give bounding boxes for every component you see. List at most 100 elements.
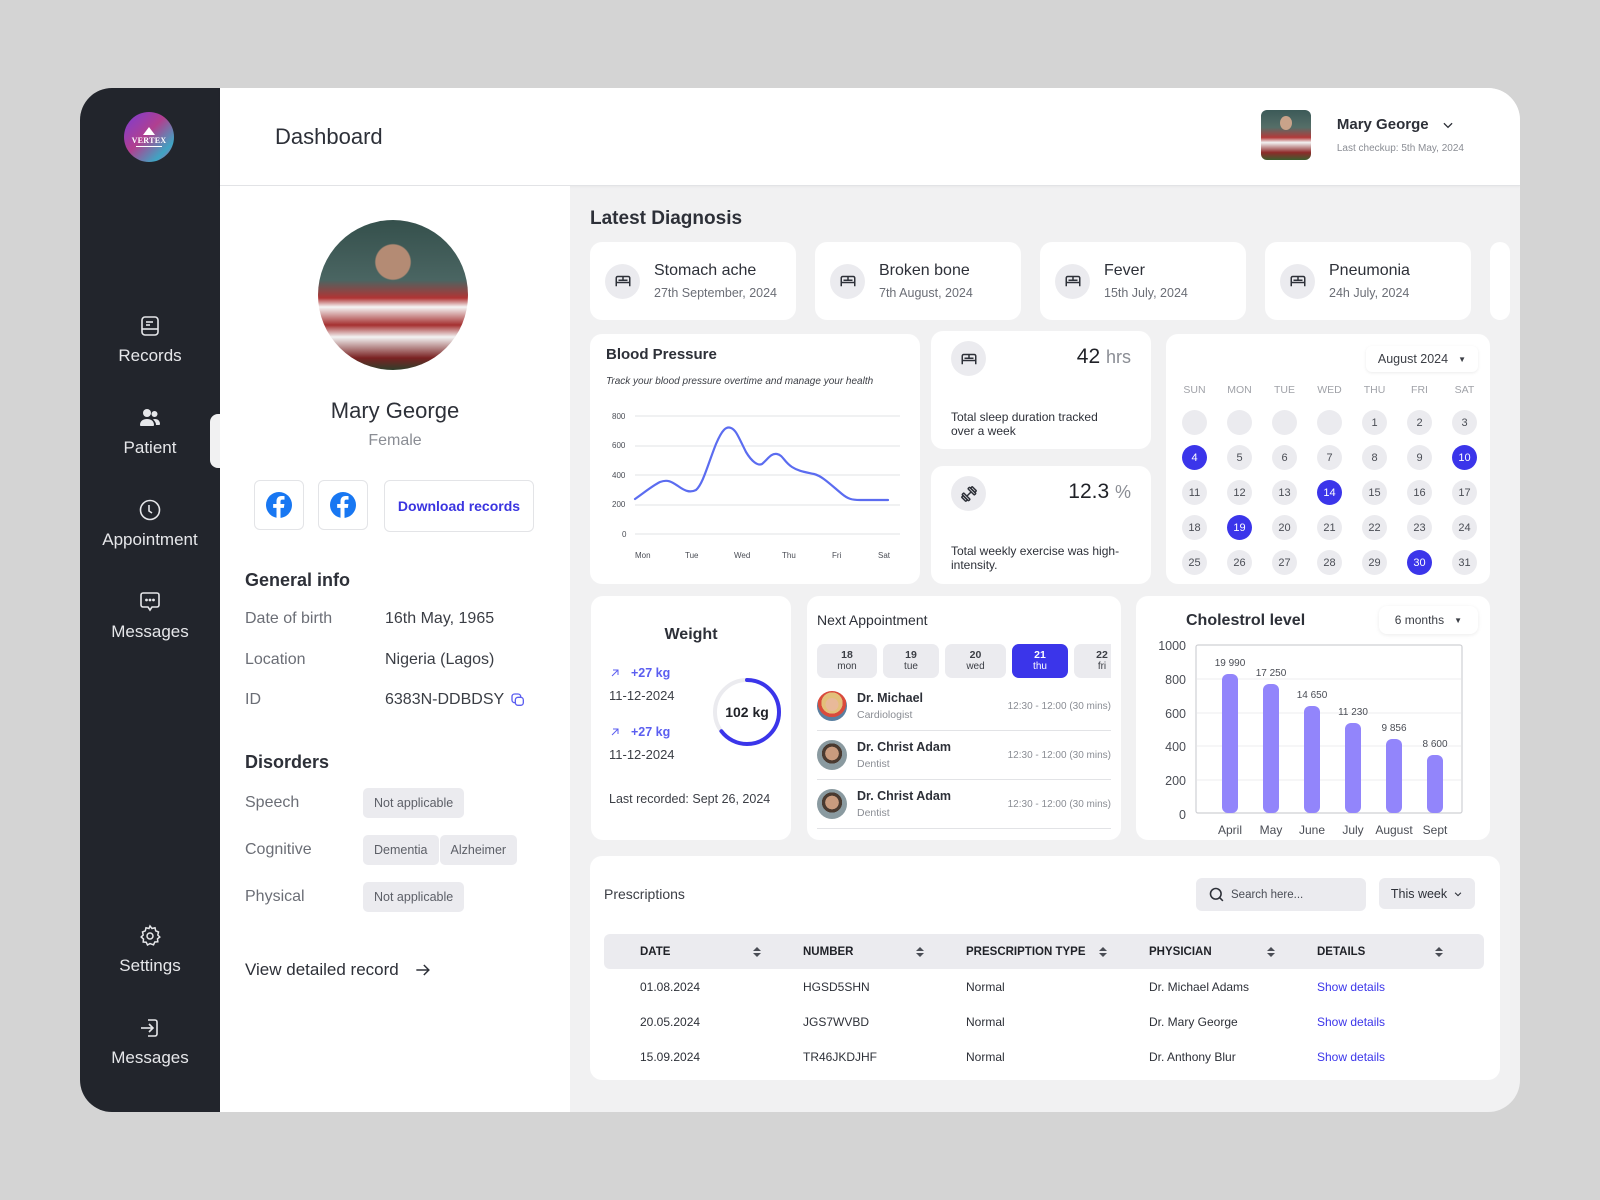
day-tab[interactable]: 22 fri [1074,644,1111,678]
diagnosis-card[interactable]: Fever 15th July, 2024 [1040,242,1246,320]
vertex-logo[interactable]: VERTEX [124,112,174,162]
search-input[interactable] [1231,888,1361,901]
delta-text: +27 kg [631,666,671,680]
month-label: August 2024 [1377,352,1449,366]
column-label: DETAILS [1317,945,1366,958]
facebook-button-2[interactable] [318,480,368,530]
calendar-day[interactable]: 12 [1227,480,1252,505]
calendar-grid: SUN MON TUE WED THU FRI SAT 1 2 3 4 5 6 7 8 9 10 11 12 13 14… [1172,384,1487,575]
diagnosis-card[interactable]: Stomach ache 27th September, 2024 [590,242,796,320]
user-menu[interactable]: Mary George Last checkup: 5th May, 2024 [1260,110,1464,160]
column-header-details[interactable]: DETAILS [1281,946,1449,958]
disorder-tag: Dementia [363,835,439,865]
calendar-day[interactable]: 21 [1317,515,1342,540]
trend-up-icon [611,669,619,677]
calendar-day[interactable]: 16 [1407,480,1432,505]
diagnosis-card-partial[interactable] [1490,242,1510,320]
calendar-day[interactable]: 25 [1182,550,1207,575]
bed-icon [615,275,630,287]
show-details-link[interactable]: Show details [1317,1049,1386,1064]
calendar-day[interactable]: 15 [1362,480,1387,505]
calendar-day[interactable]: 1 [1362,410,1387,435]
calendar-day[interactable]: 31 [1452,550,1477,575]
calendar-day[interactable]: 22 [1362,515,1387,540]
calendar-day[interactable]: 2 [1407,410,1432,435]
calendar-day[interactable]: 26 [1227,550,1252,575]
sidebar-item-logout[interactable]: Messages [80,1016,220,1068]
show-details-link[interactable]: Show details [1317,979,1386,994]
download-records-button[interactable]: Download records [384,480,534,532]
top-bar: Dashboard Mary George Last checkup: 5th … [220,88,1520,186]
arrow-right-icon [416,964,430,976]
appointment-time: 12:30 - 12:00 (30 mins) [1007,798,1111,810]
column-header-number[interactable]: NUMBER [767,946,930,958]
diagnosis-card[interactable]: Broken bone 7th August, 2024 [815,242,1021,320]
svg-text:0: 0 [1179,808,1186,822]
user-name-text: Mary George [1336,116,1429,133]
calendar-day[interactable]: 9 [1407,445,1432,470]
calendar-day[interactable]: 27 [1272,550,1297,575]
calendar-day[interactable]: 7 [1317,445,1342,470]
calendar-day[interactable]: 8 [1362,445,1387,470]
copy-icon[interactable] [510,692,526,708]
calendar-day-selected[interactable]: 4 [1182,445,1207,470]
facebook-button[interactable] [254,480,304,530]
calendar-day-selected[interactable]: 14 [1317,480,1342,505]
calendar-day[interactable]: 28 [1317,550,1342,575]
doctor-name: Dr. Christ Adam [857,789,952,803]
calendar-day[interactable]: 24 [1452,515,1477,540]
range-select[interactable]: 6 months ▼ [1378,606,1478,634]
doctor-name: Dr. Michael [857,691,923,705]
diagnosis-card[interactable]: Pneumonia 24h July, 2024 [1265,242,1471,320]
day-tab-selected[interactable]: 21 thu [1012,644,1068,678]
table-header: DATE NUMBER PRESCRIPTION TYPE PHYSICIAN … [604,934,1484,969]
appointment-item[interactable]: Dr. Christ Adam Dentist 12:30 - 12:00 (30… [817,780,1111,829]
sidebar-item-patient[interactable]: Patient [80,406,220,458]
chevron-down-icon[interactable] [1441,118,1455,132]
user-name: Mary George [1337,116,1464,133]
range-label: 6 months [1394,613,1445,627]
calendar-day[interactable]: 18 [1182,515,1207,540]
sidebar-item-settings[interactable]: Settings [80,924,220,976]
week-select[interactable]: This week [1379,878,1475,909]
week-label: This week [1390,886,1448,901]
logo-text: VERTEX [131,135,167,145]
calendar-day[interactable]: 23 [1407,515,1432,540]
info-label: Date of birth [245,610,333,627]
view-detailed-record-link[interactable]: View detailed record [245,960,433,980]
day-tab[interactable]: 19 tue [883,644,939,678]
month-select[interactable]: August 2024 ▼ [1365,346,1478,372]
calendar-day-selected[interactable]: 19 [1227,515,1252,540]
calendar-day[interactable]: 6 [1272,445,1297,470]
calendar-day[interactable]: 13 [1272,480,1297,505]
weight-delta: +27 kg [609,666,670,680]
appointment-item[interactable]: Dr. Michael Cardiologist 12:30 - 12:00 (3… [817,682,1111,731]
calendar-day-selected[interactable]: 30 [1407,550,1432,575]
column-header-physician[interactable]: PHYSICIAN [1113,946,1281,958]
sidebar-item-records[interactable]: Records [80,314,220,366]
day-name: mon [837,661,857,672]
sleep-description: Total sleep duration tracked over a week [951,410,1098,438]
calendar-day[interactable]: 11 [1182,480,1207,505]
sidebar-item-messages[interactable]: Messages [80,590,220,642]
calendar-day[interactable]: 17 [1452,480,1477,505]
sidebar-item-appointment[interactable]: Appointment [80,498,220,550]
calendar-day[interactable]: 5 [1227,445,1252,470]
show-details-link[interactable]: Show details [1317,1014,1386,1029]
calendar-day[interactable]: 20 [1272,515,1297,540]
column-header-type[interactable]: PRESCRIPTION TYPE [930,946,1113,958]
svg-text:800: 800 [1165,673,1186,687]
sleep-value: 42 hrs [1077,345,1131,369]
weekday-header: MON [1227,384,1252,396]
search-field[interactable] [1196,878,1366,911]
calendar-day[interactable]: 29 [1362,550,1387,575]
appointment-item[interactable]: Dr. Christ Adam Dentist 12:30 - 12:00 (30… [817,731,1111,780]
info-value: 6383N-DDBDSY [385,691,526,709]
column-header-date[interactable]: DATE [604,946,767,958]
calendar-day-selected[interactable]: 10 [1452,445,1477,470]
bed-icon [1290,275,1305,287]
calendar-day[interactable]: 3 [1452,410,1477,435]
day-tab[interactable]: 20 wed [945,644,1006,678]
bed-icon [961,353,976,364]
day-tab[interactable]: 18 mon [817,644,877,678]
